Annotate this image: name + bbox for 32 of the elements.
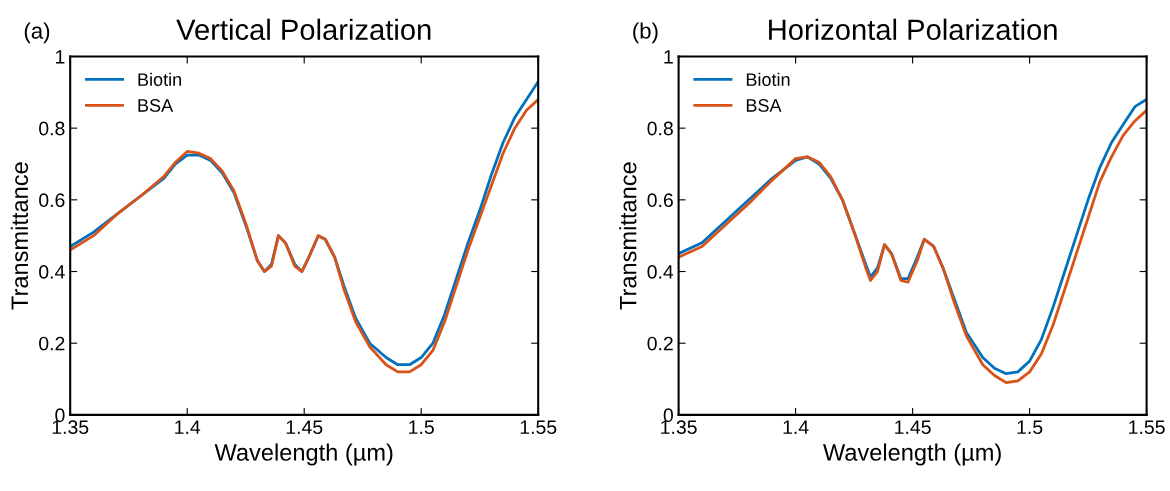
- x-tick-label: 1.55: [520, 420, 557, 435]
- x-tick-label: 1.4: [783, 420, 809, 434]
- y-tick-label: 0.4: [39, 264, 65, 279]
- y-tick-label: 1: [56, 50, 65, 64]
- y-tick-label: 0.2: [39, 336, 65, 351]
- x-tick-label: 1.5: [1017, 420, 1043, 435]
- x-axis-title: Wavelength (µm): [214, 443, 393, 466]
- y-tick-label: 1: [664, 50, 673, 64]
- chart-title: Vertical Polarization: [176, 18, 431, 41]
- x-tick-label: 1.45: [286, 420, 323, 435]
- x-axis-title: Wavelength (µm): [823, 443, 1001, 466]
- x-tick-label: 1.4: [175, 420, 201, 434]
- y-tick-label: 0.8: [39, 121, 65, 136]
- y-tick-label: 0.2: [647, 336, 673, 351]
- y-tick-label: 0: [663, 408, 673, 423]
- x-tick-label: 1.45: [895, 420, 931, 435]
- x-tick-label: 1.35: [661, 420, 697, 435]
- y-tick-label: 0.4: [647, 264, 674, 279]
- y-axis-title: Transmittance: [10, 162, 29, 310]
- legend-label: BSA: [138, 99, 174, 112]
- x-tick-label: 1.5: [409, 420, 434, 435]
- legend-label: Biotin: [138, 72, 181, 86]
- y-tick-label: 0.6: [39, 193, 65, 208]
- y-axis-title: Transmittance: [619, 162, 637, 310]
- x-tick-label: 1.55: [1129, 420, 1165, 435]
- text: (b): [633, 22, 658, 44]
- legend-label: Biotin: [746, 72, 790, 86]
- legend-label: BSA: [746, 99, 782, 112]
- chart-title: Horizontal Polarization: [769, 18, 1057, 41]
- y-tick-label: 0.8: [647, 121, 673, 136]
- y-tick-label: 0.6: [647, 193, 673, 208]
- text: (a): [24, 22, 50, 44]
